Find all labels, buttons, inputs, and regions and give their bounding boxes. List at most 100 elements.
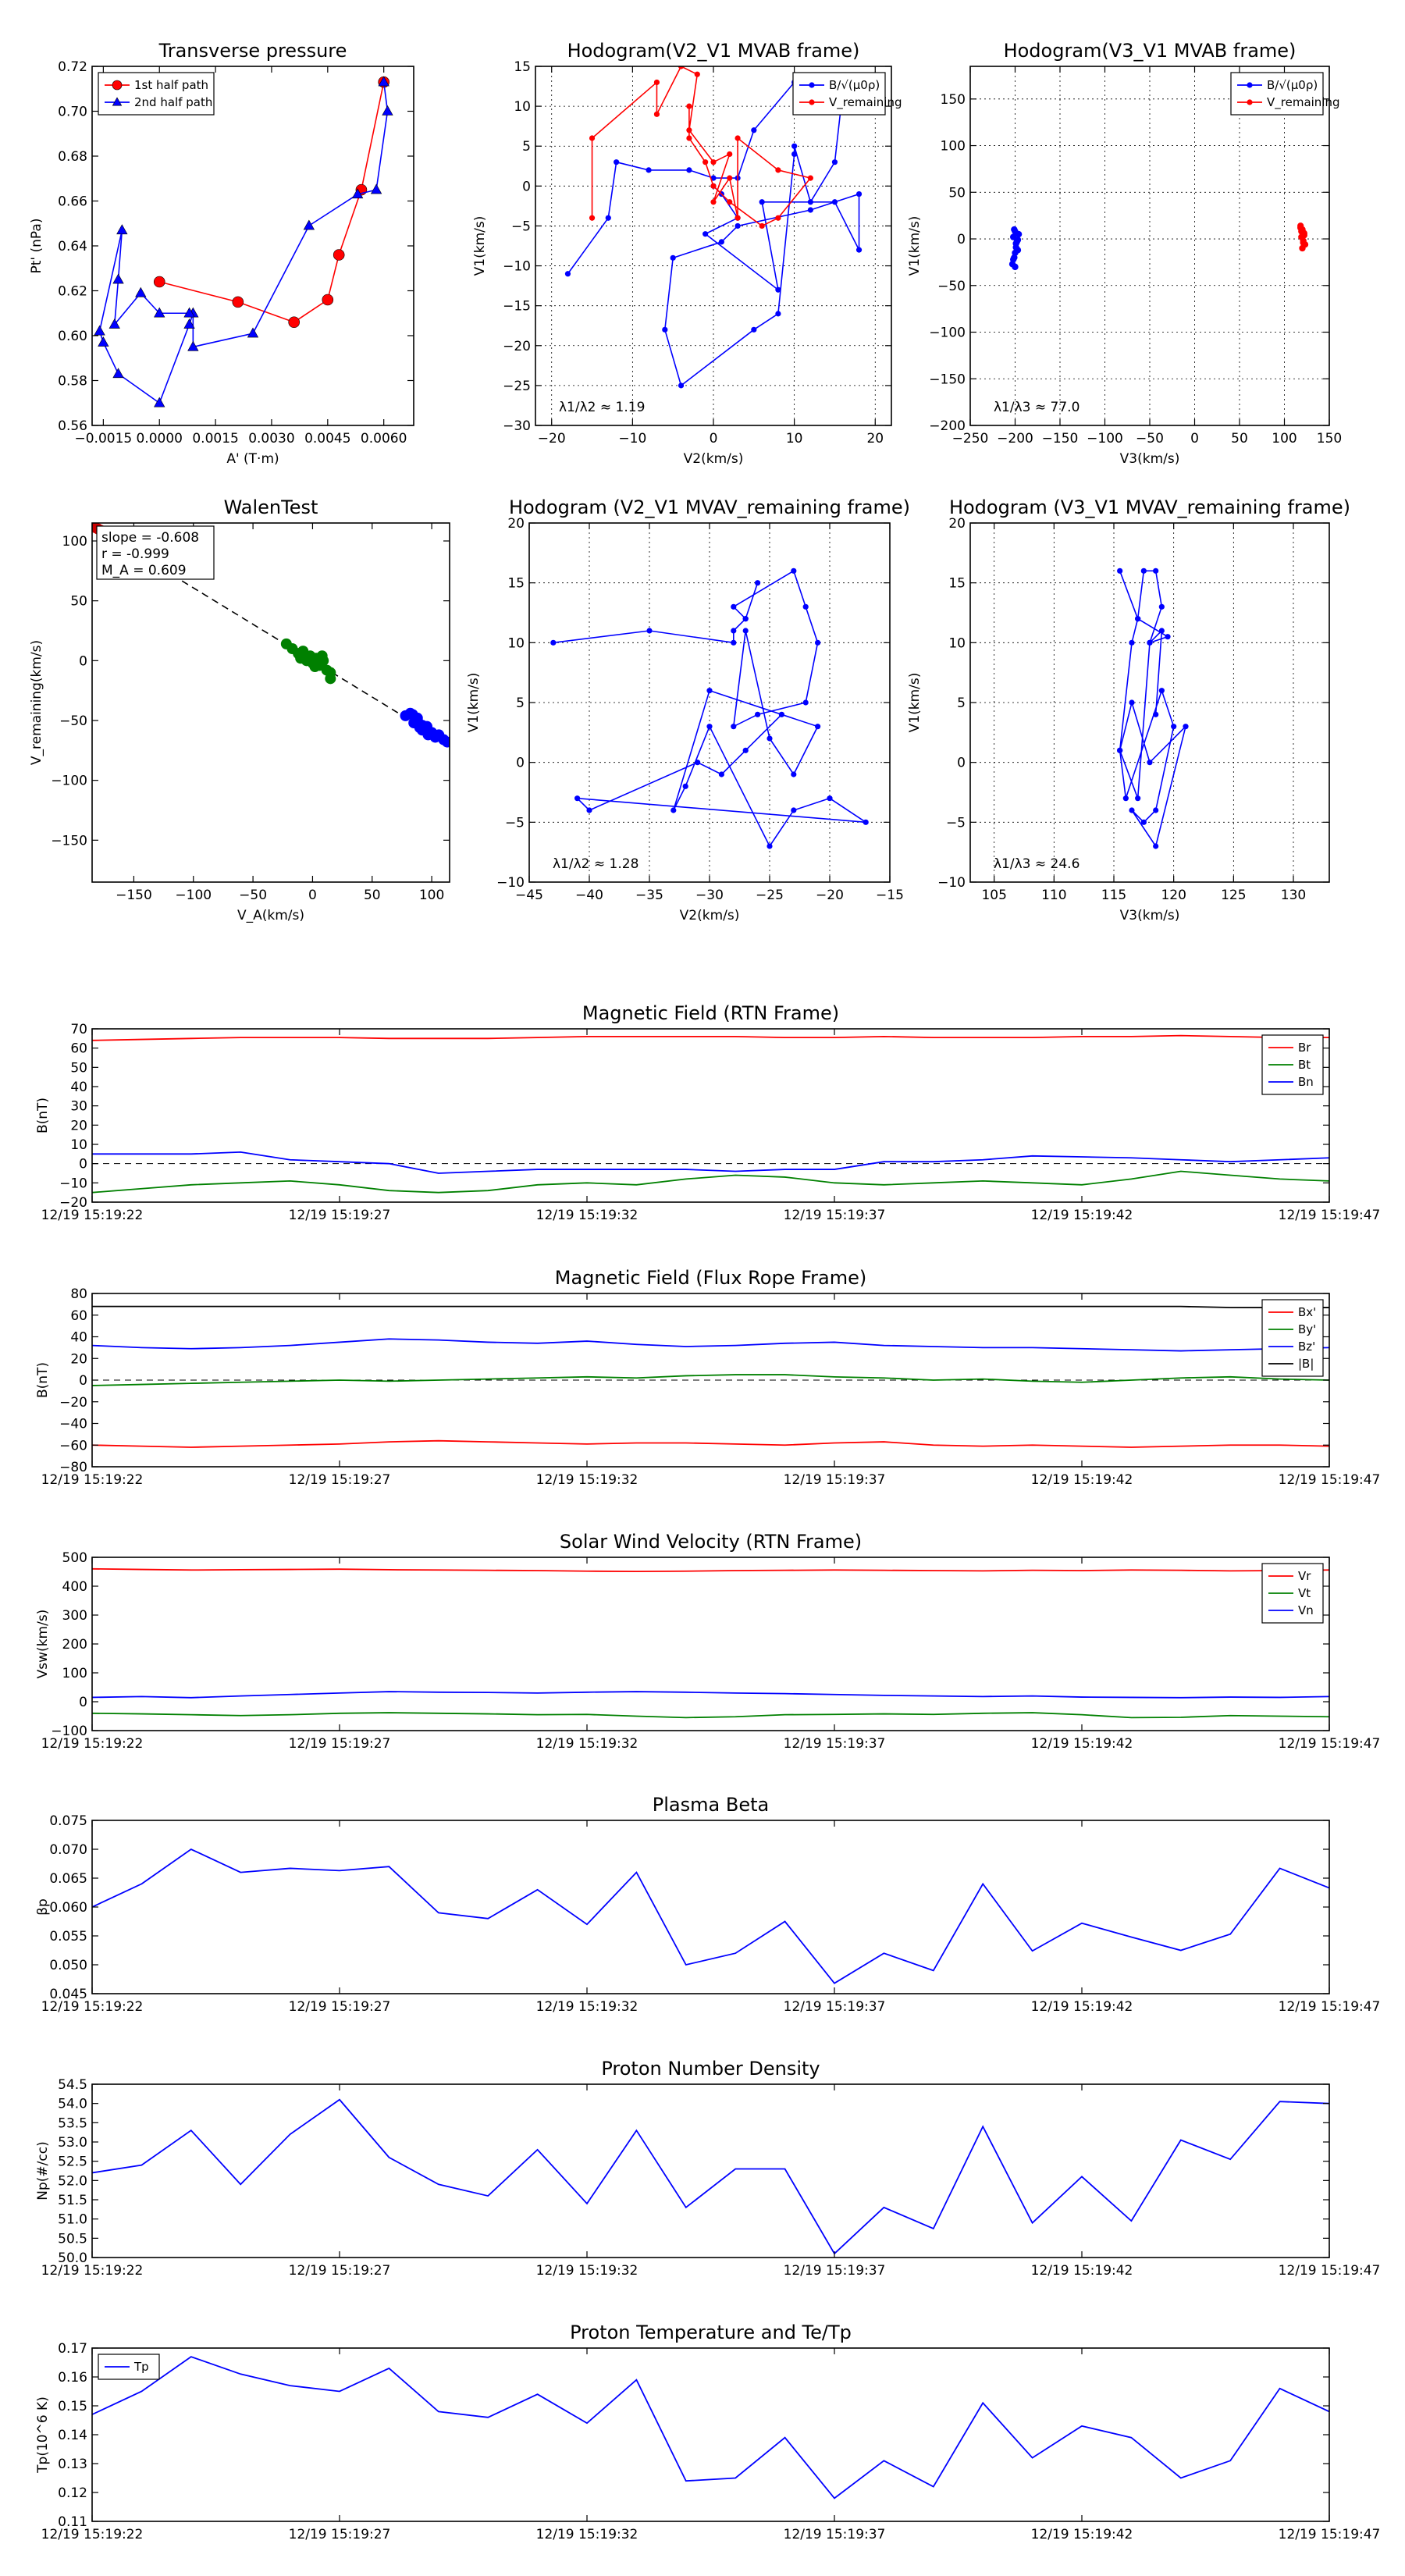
xtick-label: 12/19 15:19:22 (41, 2263, 144, 2279)
xtick-label: 50 (364, 888, 381, 903)
ytick-label: −100 (929, 326, 966, 341)
chart-title: Hodogram(V3_V1 MVAB frame) (1004, 40, 1297, 62)
ytick-label: 0.60 (58, 329, 87, 344)
data-point (1153, 711, 1159, 717)
data-point (1129, 699, 1135, 706)
xtick-label: −250 (952, 431, 989, 447)
legend-marker (112, 97, 123, 106)
xtick-label: 12/19 15:19:37 (784, 2263, 886, 2279)
data-point (807, 175, 813, 181)
legend-label: Vr (1298, 1569, 1311, 1583)
y-axis-label: B(nT) (35, 1362, 51, 1398)
series-line-V_remaining (591, 66, 812, 227)
data-point (1158, 688, 1165, 694)
ytick-label: 54.5 (58, 2077, 87, 2093)
series-line-2nd half path (98, 82, 389, 404)
ytick-label: 30 (70, 1099, 87, 1115)
data-layer (92, 1034, 1329, 1194)
xtick-label: 10 (786, 431, 803, 447)
data-point (303, 219, 315, 230)
ytick-label: 53.0 (58, 2135, 87, 2151)
data-point (154, 307, 165, 318)
series-line-V (553, 570, 866, 848)
data-point (1012, 244, 1019, 251)
series-line-Vn (92, 1691, 1329, 1699)
series-line-beta (92, 1848, 1329, 1984)
ytick-label: 52.0 (58, 2173, 87, 2189)
y-axis-label: V1(km/s) (472, 216, 488, 276)
data-layer (92, 1848, 1329, 1984)
data-point (695, 760, 701, 766)
legend-box (1230, 72, 1324, 116)
xtick-label: 120 (1161, 888, 1186, 903)
data-point (731, 628, 737, 634)
ytick-label: 0.060 (49, 1900, 87, 1916)
data-point (316, 650, 328, 662)
xtick-label: 12/19 15:19:27 (289, 1208, 391, 1223)
series-line-Tp (92, 2356, 1329, 2500)
x-axis-label: V3(km/s) (1120, 451, 1180, 467)
ytick-label: 50.5 (58, 2231, 87, 2247)
ytick-label: 0.58 (58, 374, 87, 390)
data-point (678, 382, 685, 389)
data-point (802, 603, 809, 610)
xtick-label: −20 (816, 888, 844, 903)
data-point (718, 239, 724, 245)
data-point (775, 167, 781, 173)
ytick-label: 15 (514, 59, 531, 75)
data-point (670, 807, 677, 813)
y-axis-label: Pt' (nPa) (29, 219, 44, 274)
xtick-label: −150 (1042, 431, 1079, 447)
ytick-label: 0 (957, 232, 966, 247)
data-point (646, 628, 653, 634)
xtick-label: 20 (866, 431, 884, 447)
data-point (112, 368, 124, 379)
ytick-label: −5 (511, 219, 531, 234)
xtick-label: 12/19 15:19:42 (1031, 1472, 1133, 1488)
chart-walen: WalenTest −150 −100 −50 0 50 100 −150 −100 −50 0 50… (29, 496, 450, 923)
xtick-label: 12/19 15:19:37 (784, 1208, 886, 1223)
xtick-label: 12/19 15:19:22 (41, 2527, 144, 2542)
ytick-label: 0.11 (58, 2514, 87, 2530)
data-point (295, 653, 307, 664)
data-point (855, 190, 863, 197)
ytick-label: 70 (70, 1022, 87, 1037)
chart-mag_fr: Magnetic Field (Flux Rope Frame) −80 −60 −4… (35, 1267, 1380, 1488)
xtick-label: −150 (116, 888, 152, 903)
xtick-label: −25 (756, 888, 784, 903)
chart-beta: Plasma Beta 0.045 0.050 0.055 0.060 0.065 0.07… (35, 1794, 1380, 2015)
xtick-label: −200 (997, 431, 1033, 447)
xtick-label: −40 (575, 888, 603, 903)
ytick-label: −40 (59, 1417, 87, 1432)
data-point (589, 215, 596, 221)
series-line-V (1119, 570, 1187, 848)
xtick-label: 12/19 15:19:42 (1031, 1999, 1133, 2015)
chart-title: WalenTest (224, 496, 318, 518)
ytick-label: 5 (516, 696, 525, 711)
ytick-label: −30 (503, 418, 531, 434)
legend-label: 1st half path (134, 78, 208, 92)
legend-label: 2nd half path (134, 95, 212, 109)
ytick-label: 0.64 (58, 239, 87, 254)
ytick-label: 0 (516, 756, 525, 771)
ytick-label: −100 (51, 774, 87, 789)
plot-frame (91, 2083, 1330, 2258)
legend-marker (1247, 82, 1253, 88)
data-point (1158, 628, 1165, 634)
annotation-text: M_A = 0.609 (101, 563, 187, 578)
xtick-label: 12/19 15:19:22 (41, 1999, 144, 2015)
legend-label: Bz' (1298, 1340, 1315, 1354)
data-point (815, 724, 821, 730)
data-point (742, 628, 749, 634)
ytick-label: 20 (70, 1118, 87, 1133)
xtick-label: −45 (515, 888, 543, 903)
series-line-By' (92, 1374, 1329, 1386)
ytick-label: 0.56 (58, 418, 87, 434)
data-point (1140, 568, 1147, 574)
data-point (863, 819, 869, 825)
data-point (767, 735, 773, 742)
data-point (653, 79, 660, 86)
data-point (791, 151, 798, 158)
data-point (727, 151, 733, 158)
ytick-label: −50 (937, 279, 966, 294)
